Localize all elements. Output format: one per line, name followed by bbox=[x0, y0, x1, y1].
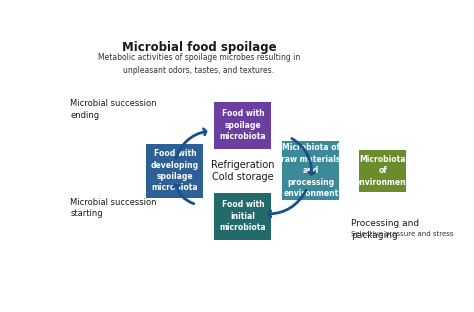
Text: Microbial food spoilage: Microbial food spoilage bbox=[121, 41, 276, 54]
Text: Food with
developing
spoilage
microbiota: Food with developing spoilage microbiota bbox=[151, 149, 199, 193]
Text: Food with
spoilage
microbiota: Food with spoilage microbiota bbox=[219, 109, 266, 141]
Text: Selective pressure and stress: Selective pressure and stress bbox=[351, 231, 454, 237]
FancyBboxPatch shape bbox=[214, 193, 272, 240]
Text: Processing and
packaging: Processing and packaging bbox=[351, 219, 419, 240]
Text: Metabolic activities of spoilage microbes resulting in
unpleasant odors, tastes,: Metabolic activities of spoilage microbe… bbox=[98, 53, 300, 75]
FancyBboxPatch shape bbox=[214, 102, 272, 149]
Text: Microbiota
of
environment: Microbiota of environment bbox=[355, 155, 410, 187]
FancyBboxPatch shape bbox=[283, 141, 339, 200]
Text: Microbial succession
ending: Microbial succession ending bbox=[70, 99, 157, 120]
FancyBboxPatch shape bbox=[359, 150, 406, 192]
Text: Microbiota of
raw materials
and
processing
environment: Microbiota of raw materials and processi… bbox=[281, 144, 341, 198]
Text: Refrigeration
Cold storage: Refrigeration Cold storage bbox=[211, 160, 274, 182]
Text: Microbial succession
starting: Microbial succession starting bbox=[70, 197, 157, 218]
FancyBboxPatch shape bbox=[146, 144, 203, 198]
Text: Food with
initial
microbiota: Food with initial microbiota bbox=[219, 201, 266, 232]
